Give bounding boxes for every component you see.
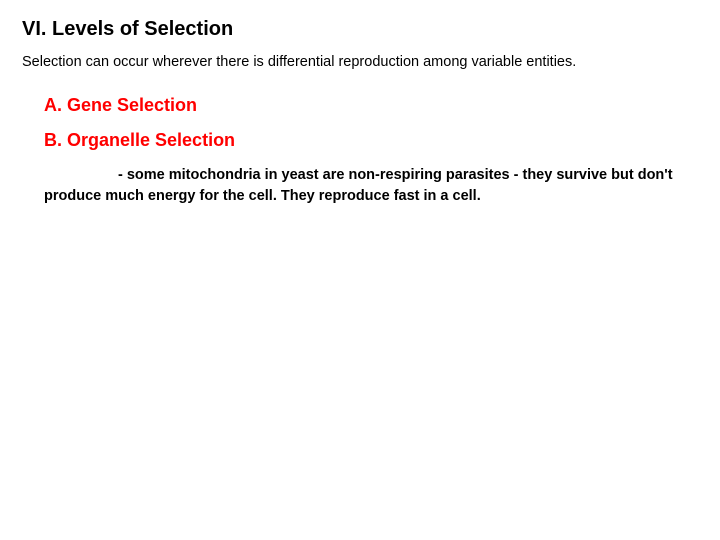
body-text: - some mitochondria in yeast are non-res… (44, 167, 673, 204)
body-paragraph: - some mitochondria in yeast are non-res… (44, 165, 698, 207)
subheading-b: B. Organelle Selection (44, 130, 698, 151)
subheading-a: A. Gene Selection (44, 95, 698, 116)
intro-paragraph: Selection can occur wherever there is di… (22, 51, 698, 73)
main-heading: VI. Levels of Selection (22, 18, 698, 41)
